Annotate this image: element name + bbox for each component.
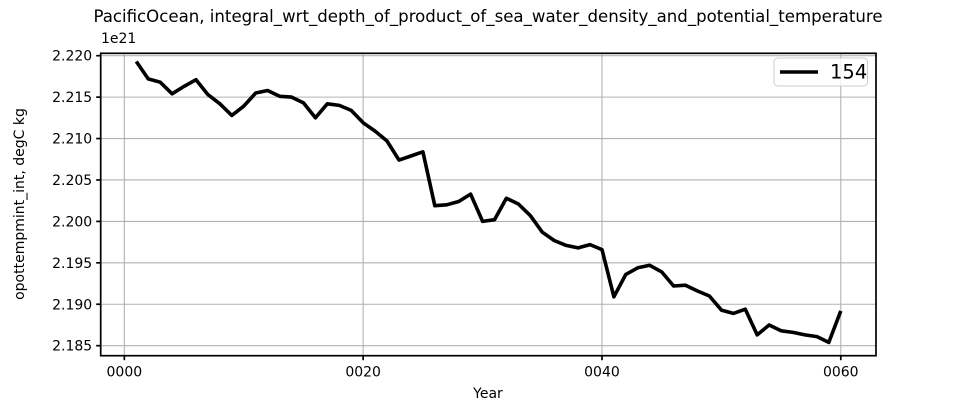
legend-label: 154 [830, 61, 867, 84]
y-tick-label: 2.210 [52, 132, 92, 148]
y-tick-label: 2.190 [52, 297, 92, 313]
y-tick-label: 2.200 [52, 214, 92, 230]
tick-layer: 0000 0020 0040 0060 2.185 2.190 2.195 2.200 2.20… [52, 49, 858, 381]
legend: 154 [773, 57, 868, 87]
y-tick-label: 2.195 [52, 256, 92, 272]
x-tick-label: 0020 [345, 365, 381, 381]
y-tick-label: 2.205 [52, 173, 92, 189]
x-tick-label: 0000 [107, 365, 143, 381]
data-line-154 [134, 60, 843, 345]
y-tick-label: 2.220 [52, 49, 92, 65]
x-tick-label: 0060 [823, 365, 859, 381]
x-axis-label: Year [472, 386, 503, 402]
grid-layer [100, 53, 876, 356]
plot-border [99, 52, 877, 357]
y-axis-label: opottempmint_int, degC kg [12, 108, 28, 300]
legend-box [773, 57, 868, 87]
y-tick-label: 2.185 [52, 339, 92, 355]
chart-title: PacificOcean, integral_wrt_depth_of_prod… [93, 7, 882, 27]
y-tick-label: 2.215 [52, 90, 92, 106]
x-tick-label: 0040 [584, 365, 620, 381]
y-axis-offset-text: 1e21 [101, 31, 136, 47]
